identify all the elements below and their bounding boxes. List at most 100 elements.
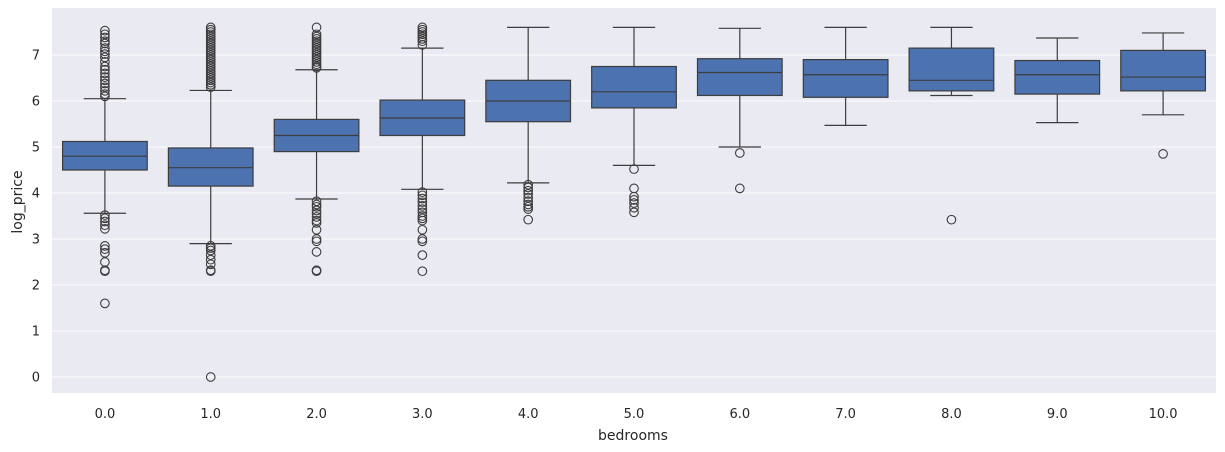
box: [908, 47, 995, 92]
outlier-point: [417, 201, 428, 211]
x-axis-title: bedrooms: [598, 428, 668, 444]
outlier-point: [417, 34, 428, 44]
outlier-point: [523, 192, 534, 203]
outlier-point: [417, 213, 428, 224]
outlier-point: [523, 179, 534, 190]
outlier-point: [311, 31, 322, 42]
box: [1014, 59, 1101, 95]
outlier-point: [205, 66, 216, 76]
outlier-point: [205, 70, 216, 81]
outlier-point: [523, 196, 534, 207]
outlier-point: [100, 298, 110, 309]
y-tick-label: 6: [32, 95, 40, 110]
outlier-point: [311, 205, 322, 216]
outlier-point: [100, 247, 110, 258]
outlier-point: [100, 220, 110, 231]
box-group: [1014, 37, 1101, 124]
y-tick-label: 5: [32, 141, 40, 156]
box-group: [273, 22, 360, 277]
y-tick-label: 7: [32, 49, 40, 64]
outlier-point: [100, 25, 110, 36]
outlier-point: [205, 52, 216, 63]
x-tick-label: 2.0: [306, 407, 327, 422]
outlier-point: [205, 40, 216, 51]
outlier-point: [417, 24, 428, 35]
outlier-point: [417, 40, 428, 50]
outlier-point: [205, 245, 216, 256]
outlier-point: [417, 27, 428, 37]
outlier-point: [417, 204, 428, 214]
outlier-point: [417, 29, 428, 40]
y-axis-title: log_price: [10, 170, 26, 233]
outlier-point: [311, 29, 322, 40]
outlier-point: [311, 52, 322, 63]
outlier-point: [205, 31, 216, 42]
outlier-point: [205, 68, 216, 79]
x-tick-label: 8.0: [941, 407, 962, 422]
outlier-point: [734, 148, 745, 158]
outlier-point: [523, 189, 534, 199]
box-group: [591, 26, 677, 218]
y-tick-label: 4: [32, 187, 40, 202]
x-tick-label: 4.0: [518, 407, 539, 422]
box-group: [61, 25, 148, 309]
outlier-point: [311, 34, 322, 44]
outlier-point: [311, 59, 322, 70]
outlier-point: [100, 32, 110, 43]
box: [802, 58, 889, 98]
outlier-point: [205, 22, 216, 33]
y-tick-label: 1: [32, 325, 40, 340]
outlier-point: [205, 77, 216, 88]
outlier-point: [205, 57, 216, 67]
outlier-point: [100, 216, 110, 227]
outlier-point: [311, 22, 322, 33]
outlier-point: [629, 202, 639, 213]
outlier-point: [205, 241, 216, 251]
box: [167, 147, 254, 187]
outlier-point: [311, 40, 322, 51]
outlier-point: [311, 215, 322, 226]
outlier-point: [629, 198, 639, 208]
outlier-point: [311, 212, 322, 222]
x-tick-label: 10.0: [1149, 407, 1178, 422]
outlier-point: [205, 63, 216, 74]
outlier-point: [100, 64, 110, 75]
outlier-point: [417, 236, 428, 247]
outlier-point: [100, 82, 110, 93]
outlier-point: [100, 68, 110, 79]
outlier-point: [100, 38, 110, 49]
outlier-point: [100, 213, 110, 224]
outlier-point: [100, 210, 110, 220]
outlier-point: [205, 259, 216, 270]
outlier-point: [311, 201, 322, 212]
outlier-point: [205, 266, 216, 277]
box-group: [1120, 32, 1207, 159]
outlier-point: [311, 43, 322, 53]
outlier-point: [311, 45, 322, 56]
outlier-point: [1158, 149, 1168, 159]
outlier-point: [205, 47, 216, 58]
outlier-point: [205, 24, 216, 35]
outlier-point: [100, 29, 110, 40]
outlier-point: [205, 36, 216, 47]
outlier-point: [523, 201, 534, 212]
box-group: [485, 26, 572, 225]
outlier-point: [523, 214, 534, 225]
y-tick-label: 3: [32, 233, 40, 248]
outlier-point: [417, 215, 428, 226]
outlier-point: [205, 82, 216, 93]
outlier-point: [100, 57, 110, 67]
y-tick-label: 2: [32, 279, 40, 294]
x-tick-label: 0.0: [95, 407, 116, 422]
outlier-point: [311, 50, 322, 60]
outlier-point: [417, 36, 428, 47]
box: [1120, 49, 1207, 92]
outlier-point: [523, 185, 534, 196]
outlier-point: [311, 199, 322, 210]
outlier-point: [523, 204, 534, 214]
outlier-point: [205, 80, 216, 90]
outlier-point: [205, 75, 216, 86]
outlier-point: [205, 250, 216, 260]
outlier-point: [100, 72, 110, 82]
outlier-point: [417, 224, 428, 235]
